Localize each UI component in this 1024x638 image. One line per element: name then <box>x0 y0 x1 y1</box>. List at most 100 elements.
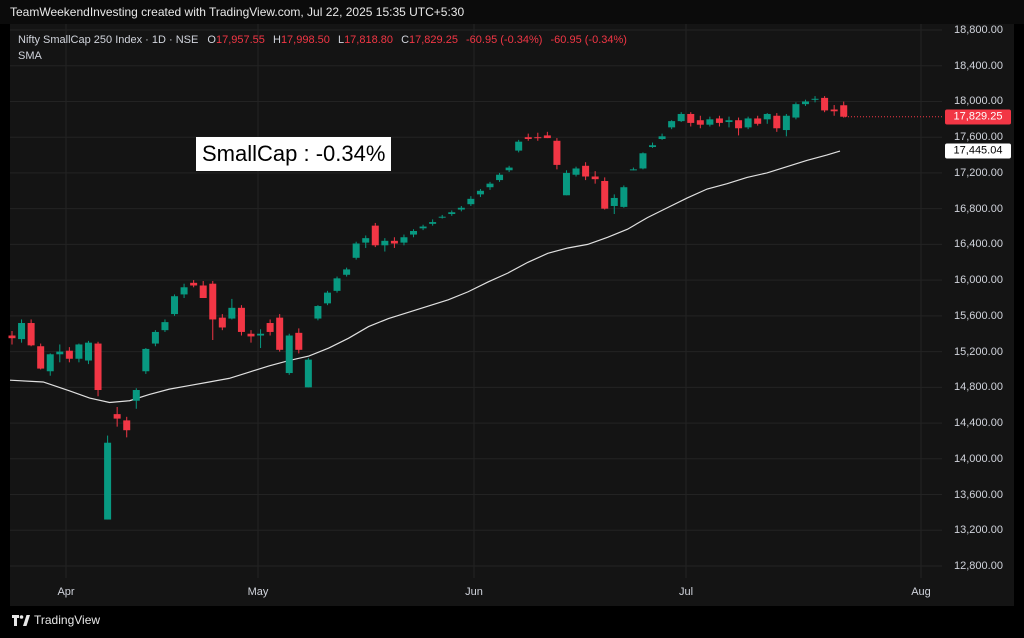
x-tick-label: Jun <box>465 586 483 598</box>
y-tick-label: 15,600.00 <box>954 309 1003 322</box>
y-tick-label: 14,000.00 <box>954 452 1003 465</box>
candle-body <box>725 120 733 123</box>
candle-body <box>830 109 838 112</box>
x-tick-label: May <box>247 586 269 598</box>
candle-body <box>171 296 179 315</box>
candle-body <box>190 282 198 286</box>
candle-body <box>371 225 379 246</box>
y-tick-label: 14,800.00 <box>954 381 1003 394</box>
y-tick-label: 13,600.00 <box>954 488 1003 501</box>
candle-body <box>161 322 169 331</box>
candle-body <box>515 141 523 151</box>
x-tick-label: Aug <box>911 586 931 598</box>
candle-body <box>696 120 704 125</box>
close-value: 17,829.25 <box>409 34 458 46</box>
candle-body <box>792 104 800 118</box>
y-tick-label: 18,800.00 <box>954 24 1003 36</box>
candle-body <box>801 101 809 105</box>
candle-body <box>8 335 16 339</box>
y-tick-label: 12,800.00 <box>954 560 1003 572</box>
candle-body <box>381 240 389 246</box>
candle-body <box>199 285 207 298</box>
last-price-badge: 17,829.25 <box>945 109 1011 125</box>
candle-body <box>304 359 312 388</box>
tradingview-logo[interactable]: TradingView <box>12 613 100 627</box>
candle-body <box>601 180 609 209</box>
candle-body <box>56 351 64 355</box>
time-axis[interactable] <box>10 578 1014 606</box>
candle-body <box>438 216 446 218</box>
candle-body <box>562 172 570 196</box>
candle-body <box>400 237 408 243</box>
candle-body <box>18 323 26 340</box>
symbol-name[interactable]: Nifty SmallCap 250 Index · 1D · NSE <box>18 34 199 46</box>
candle-body <box>591 176 599 180</box>
tradingview-logo-icon <box>12 615 30 627</box>
candle-body <box>821 97 829 111</box>
open-value: 17,957.55 <box>215 34 265 46</box>
y-tick-label: 16,400.00 <box>954 238 1003 251</box>
candle-body <box>620 187 628 207</box>
close-label: C <box>401 34 410 46</box>
candle-body <box>247 333 255 337</box>
candle-body <box>295 332 303 350</box>
candle-body <box>610 197 618 206</box>
candle-body <box>582 165 590 177</box>
candle-body <box>715 118 723 123</box>
low-value: 17,818.80 <box>344 34 393 46</box>
candle-body <box>104 442 112 520</box>
y-tick-label: 16,000.00 <box>954 274 1003 287</box>
candle-body <box>123 420 131 431</box>
sma-line <box>9 150 841 404</box>
x-tick-label: Jul <box>678 586 694 598</box>
candle-body <box>658 136 666 139</box>
candle-body <box>209 283 217 320</box>
candle-body <box>362 238 370 243</box>
candle-body <box>132 390 140 401</box>
y-tick-label: 13,200.00 <box>954 524 1003 537</box>
candle-body <box>218 317 226 328</box>
candle-body <box>65 350 73 359</box>
candle-body <box>572 168 580 175</box>
candle-body <box>84 342 92 361</box>
candle-body <box>677 113 685 122</box>
candle-body <box>276 317 284 350</box>
candle-body <box>524 137 532 139</box>
candle-body <box>27 323 35 346</box>
symbol-legend[interactable]: Nifty SmallCap 250 Index · 1D · NSE O17,… <box>18 34 627 46</box>
candle-body <box>180 287 188 295</box>
low-label: L <box>337 34 345 46</box>
candle-body <box>744 118 752 128</box>
candle-body <box>534 137 542 139</box>
candle-body <box>467 198 475 205</box>
candle-body <box>113 414 121 419</box>
candle-body <box>75 344 83 359</box>
candle-body <box>706 119 714 125</box>
y-tick-label: 14,400.00 <box>954 417 1003 430</box>
change-value: -60.95 (-0.34%) <box>466 34 543 46</box>
candle-body <box>496 174 504 181</box>
candle-body <box>505 167 513 171</box>
candle-body <box>151 331 159 344</box>
candle-body <box>754 118 762 124</box>
candle-body <box>237 307 245 332</box>
candle-body <box>448 212 456 215</box>
sma-legend[interactable]: SMA <box>18 50 42 62</box>
candle-body <box>343 269 351 275</box>
candle-body <box>687 113 695 123</box>
candle-body <box>390 240 398 244</box>
candle-body <box>37 346 45 369</box>
y-tick-label: 18,400.00 <box>954 59 1003 72</box>
annotation-label[interactable]: SmallCap : -0.34% <box>196 137 392 171</box>
sma-value-badge: 17,445.04 <box>945 143 1011 159</box>
candle-body <box>94 343 102 391</box>
y-tick-label: 17,200.00 <box>954 166 1003 179</box>
candle-body <box>352 243 360 258</box>
high-value: 17,998.50 <box>280 34 330 46</box>
y-tick-label: 17,600.00 <box>954 131 1003 144</box>
candle-body <box>735 120 743 129</box>
footer <box>0 606 1024 638</box>
candle-body <box>257 333 265 336</box>
tradingview-logo-text: TradingView <box>34 613 101 627</box>
